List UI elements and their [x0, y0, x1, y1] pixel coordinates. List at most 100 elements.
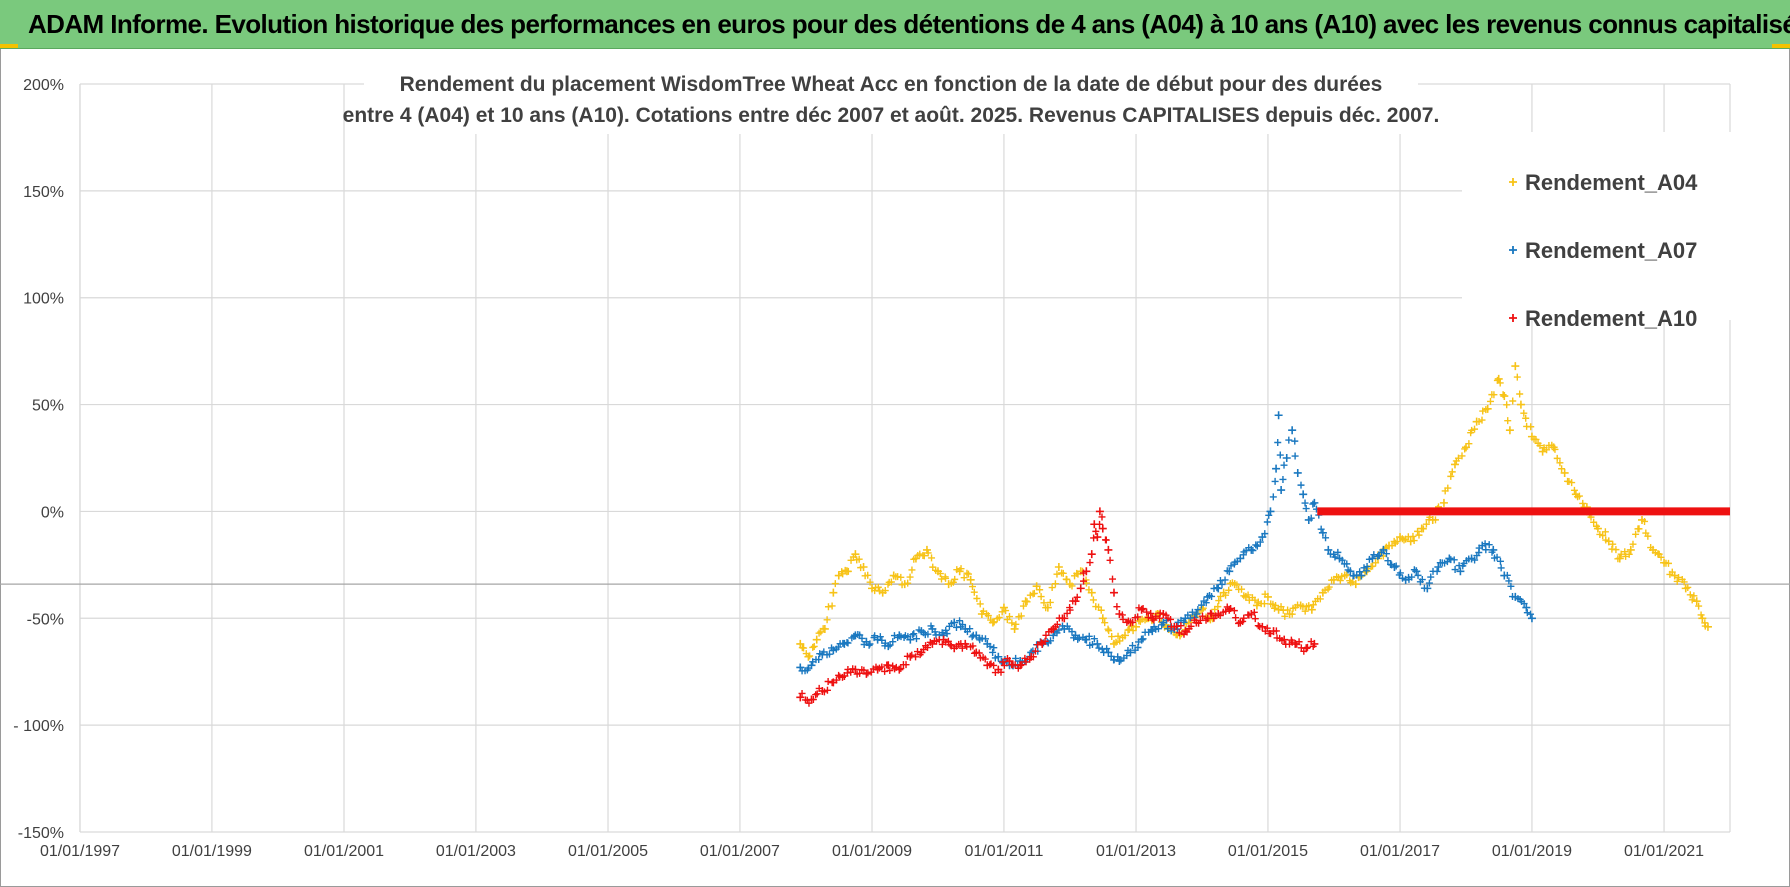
data-point — [1095, 644, 1103, 652]
data-point — [881, 587, 889, 595]
data-point — [1496, 379, 1504, 387]
data-point — [1139, 605, 1147, 613]
legend-label: Rendement_A10 — [1525, 306, 1697, 331]
legend-label: Rendement_A04 — [1525, 170, 1698, 195]
data-point — [1621, 548, 1629, 556]
data-point — [1322, 534, 1330, 542]
chart-title-line-1: Rendement du placement WisdomTree Wheat … — [400, 73, 1383, 96]
data-point — [809, 696, 817, 704]
x-tick-label: 01/01/2001 — [304, 843, 384, 860]
data-point — [1450, 556, 1458, 564]
data-point — [1635, 525, 1643, 533]
data-point — [1684, 583, 1692, 591]
data-point — [823, 616, 831, 624]
data-point — [1680, 578, 1688, 586]
x-tick-label: 01/01/2007 — [700, 843, 780, 860]
data-point — [1090, 635, 1098, 643]
data-point — [1560, 468, 1569, 477]
data-point — [1622, 552, 1630, 560]
data-point — [1321, 586, 1329, 594]
data-point — [1374, 552, 1382, 560]
data-point — [951, 575, 959, 583]
scatter-chart: 01/01/1997 01/01/1999 01/01/2001 01/01/2003… — [0, 64, 1790, 860]
data-point — [1134, 613, 1142, 621]
data-point — [1641, 517, 1649, 525]
data-point — [1101, 619, 1109, 627]
y-tick-label: 100% — [23, 291, 64, 308]
data-point — [812, 635, 821, 644]
data-point — [904, 579, 912, 587]
y-tick-label: 0% — [41, 504, 64, 521]
data-point — [1698, 614, 1707, 623]
data-point — [966, 575, 975, 584]
data-point — [1109, 588, 1118, 597]
data-point — [1238, 585, 1246, 593]
data-point — [884, 642, 893, 651]
data-point — [968, 633, 976, 641]
data-point — [1043, 603, 1052, 612]
data-point — [1076, 584, 1085, 593]
data-point — [1166, 615, 1174, 623]
data-point — [1277, 486, 1286, 495]
data-point — [1343, 560, 1351, 568]
data-point — [824, 603, 832, 611]
data-point — [1150, 616, 1158, 624]
data-point — [873, 665, 882, 674]
data-point — [1419, 525, 1427, 533]
data-point — [1471, 425, 1479, 433]
data-point — [1390, 562, 1399, 571]
data-point — [1098, 614, 1107, 623]
data-point — [1490, 391, 1498, 399]
data-point — [1590, 518, 1598, 526]
data-point — [975, 649, 983, 657]
data-point — [1310, 498, 1319, 507]
data-point — [1252, 601, 1261, 610]
y-axis: 200% 150% 100% 50% 0% -50% - 100% -150% — [13, 77, 64, 842]
data-point — [1019, 602, 1027, 610]
data-point — [831, 580, 839, 588]
data-point — [1017, 612, 1025, 620]
data-point — [815, 629, 823, 637]
data-point — [1423, 584, 1432, 593]
data-point — [1297, 481, 1305, 489]
data-point — [1041, 637, 1049, 645]
data-point — [1433, 567, 1441, 575]
data-point — [1664, 559, 1672, 567]
data-point — [1697, 611, 1705, 619]
data-point — [878, 636, 886, 644]
legend-entry: Rendement_A07 — [1509, 238, 1697, 263]
data-point — [906, 573, 914, 581]
data-point — [1068, 628, 1076, 636]
data-point — [1690, 592, 1698, 600]
data-point — [878, 663, 886, 671]
data-point — [1392, 562, 1400, 570]
data-point — [1316, 595, 1324, 603]
data-point — [1346, 567, 1355, 576]
data-point — [796, 693, 805, 702]
data-point — [984, 612, 992, 620]
data-point — [815, 656, 823, 664]
data-point — [1274, 439, 1282, 447]
data-point — [1272, 464, 1281, 473]
data-point — [1194, 606, 1202, 614]
data-point — [1357, 571, 1366, 580]
data-point — [1632, 530, 1640, 538]
data-point — [1447, 472, 1455, 480]
data-point — [796, 639, 805, 648]
data-point — [1266, 507, 1275, 516]
data-point — [1496, 557, 1504, 565]
data-point — [916, 550, 924, 558]
data-point — [1503, 401, 1511, 409]
data-point — [1227, 604, 1235, 612]
data-point — [1400, 536, 1408, 544]
series-Rendement_A07 — [796, 411, 1536, 675]
x-tick-label: 01/01/2005 — [568, 843, 648, 860]
data-point — [809, 643, 817, 651]
data-point — [1207, 609, 1215, 617]
data-point — [844, 567, 852, 575]
data-point — [902, 661, 910, 669]
data-point — [1538, 447, 1547, 456]
data-point — [1617, 550, 1625, 558]
data-point — [804, 652, 813, 661]
x-tick-label: 01/01/2009 — [832, 843, 912, 860]
